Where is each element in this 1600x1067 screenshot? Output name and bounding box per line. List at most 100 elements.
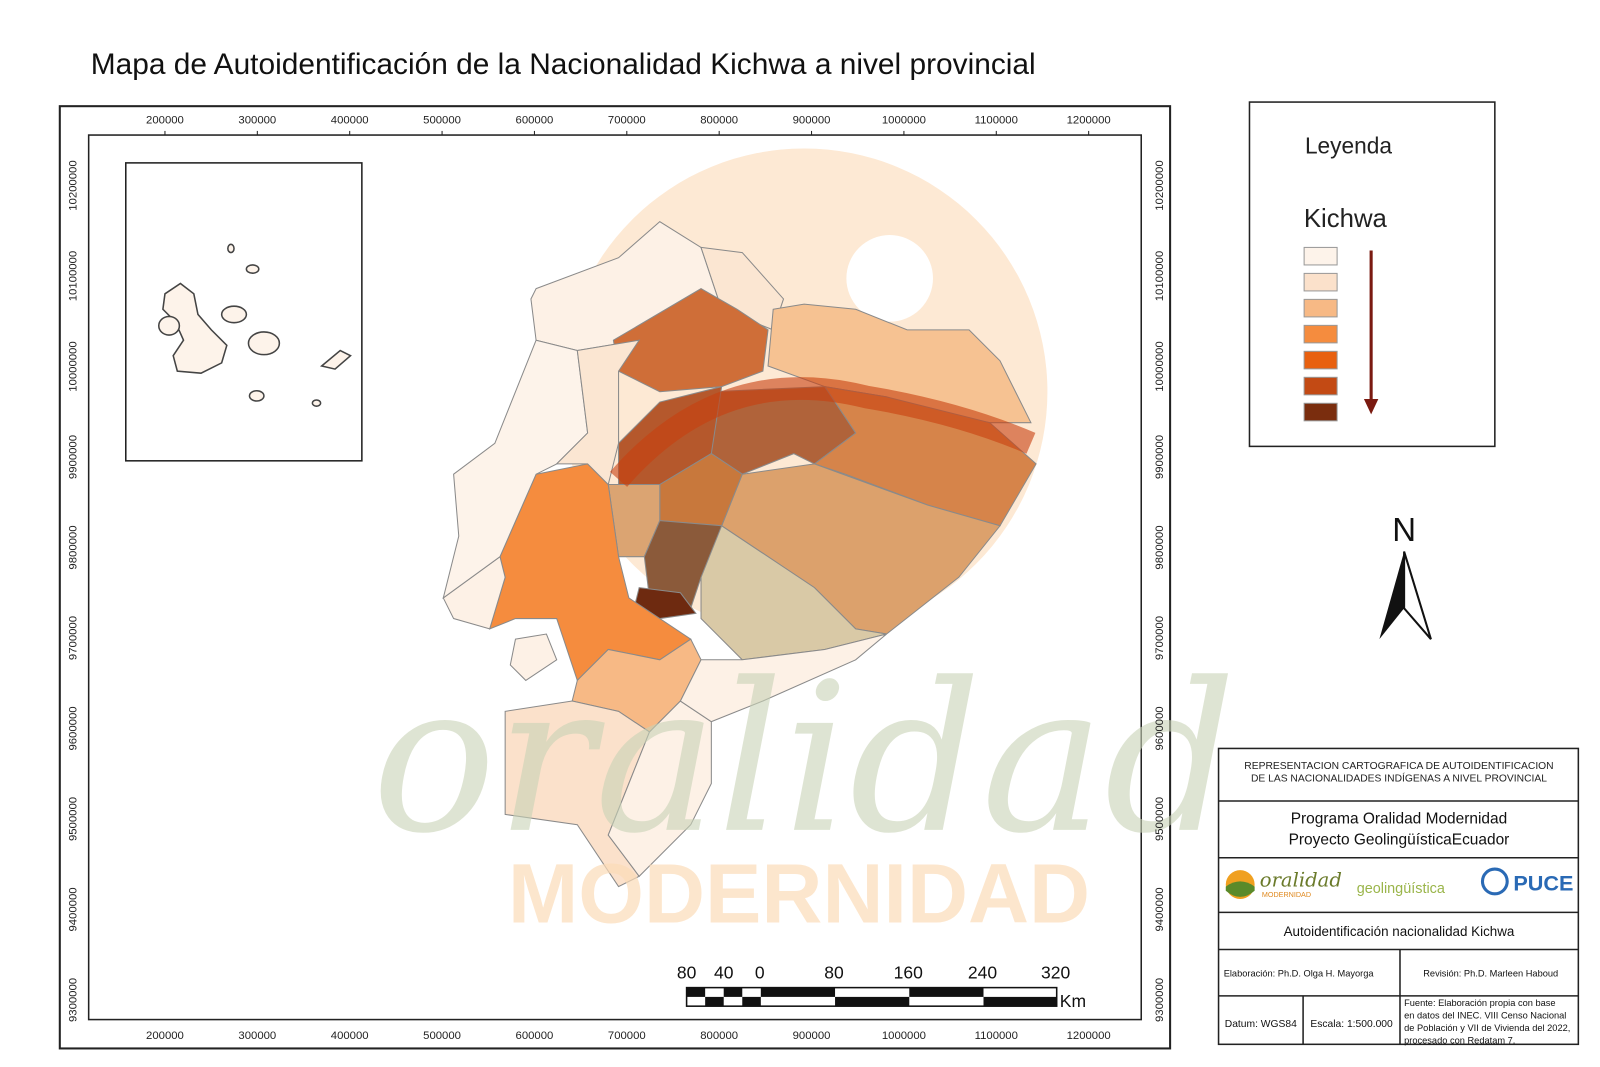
x-coordinate-label: 400000	[331, 1030, 369, 1042]
x-coordinate-label: 1100000	[975, 115, 1018, 127]
x-coordinate-label: 400000	[331, 115, 369, 127]
scale-segment	[705, 996, 724, 1007]
y-coordinate-label: 9900000	[1154, 435, 1166, 479]
legend-swatch	[1303, 246, 1338, 266]
x-coordinate-label: 500000	[423, 115, 461, 127]
x-coordinate-label: 800000	[700, 1030, 738, 1042]
island	[311, 399, 322, 407]
island	[248, 389, 265, 402]
scale-label: 240	[968, 962, 997, 982]
province	[555, 339, 641, 486]
island	[220, 305, 248, 324]
logo-puce: PUCE	[1513, 871, 1573, 896]
scale-segment	[742, 996, 761, 1007]
y-coordinate-label: 9700000	[1154, 616, 1166, 660]
scale-segment	[723, 987, 743, 997]
scale-unit: Km	[1060, 991, 1086, 1011]
x-coordinate-label: 1100000	[975, 1030, 1018, 1042]
info-program: Programa Oralidad Modernidad	[1291, 811, 1507, 828]
y-coordinate-label: 9800000	[1154, 525, 1166, 569]
province	[679, 633, 887, 723]
scale-bar	[685, 986, 1058, 1007]
x-coordinate-label: 600000	[516, 1030, 554, 1042]
info-escala: Escala: 1:500.000	[1310, 1019, 1393, 1030]
x-coordinate-label: 1200000	[1067, 115, 1111, 127]
scale-label: 0	[755, 962, 765, 982]
north-arrow	[1403, 551, 1432, 640]
info-datum: Datum: WGS84	[1225, 1019, 1297, 1030]
info-elaboracion: Elaboración: Ph.D. Olga H. Mayorga	[1224, 968, 1375, 978]
island	[245, 264, 260, 274]
x-coordinate-label: 900000	[793, 115, 831, 127]
x-coordinate-label: 500000	[423, 1030, 461, 1042]
island	[319, 349, 352, 370]
y-coordinate-label: 10200000	[67, 160, 79, 210]
watermark-script: oralidad	[372, 639, 1236, 879]
x-coordinate-label: 700000	[608, 1030, 646, 1042]
y-coordinate-label: 9400000	[1154, 887, 1166, 931]
provinces	[442, 221, 1037, 888]
legend-title: Leyenda	[1305, 133, 1392, 159]
watermark-moon	[846, 235, 933, 322]
y-coordinate-label: 9600000	[1154, 706, 1166, 750]
y-coordinate-label: 9300000	[1154, 978, 1166, 1022]
legend-swatch	[1303, 298, 1338, 318]
x-coordinate-label: 1200000	[1067, 1030, 1111, 1042]
y-coordinate-label: 9900000	[67, 435, 79, 479]
x-coordinate-label: 200000	[146, 1030, 184, 1042]
scale-segment	[983, 996, 1057, 1007]
legend-swatch	[1303, 272, 1338, 292]
legend-swatch	[1303, 402, 1338, 422]
legend-swatch	[1303, 350, 1338, 370]
info-header: REPRESENTACION CARTOGRAFICA DE AUTOIDENT…	[1244, 761, 1553, 772]
island	[227, 243, 235, 254]
x-coordinate-label: 1000000	[882, 1030, 926, 1042]
info-subject: Autoidentificación nacionalidad Kichwa	[1284, 924, 1515, 939]
scale-segment	[909, 987, 984, 997]
info-header: DE LAS NACIONALIDADES INDÍGENAS A NIVEL …	[1251, 771, 1547, 784]
info-fuente: en datos del INEC. VIII Censo Nacional	[1404, 1011, 1566, 1021]
watermark-word: MODERNIDAD	[508, 846, 1090, 941]
legend-arrow-head	[1363, 398, 1379, 415]
province	[700, 525, 887, 661]
y-coordinate-label: 10100000	[1154, 251, 1166, 301]
y-coordinate-label: 10200000	[1154, 160, 1166, 210]
x-coordinate-label: 700000	[608, 115, 646, 127]
x-coordinate-label: 800000	[700, 115, 738, 127]
info-revision: Revisión: Ph.D. Marleen Haboud	[1423, 968, 1558, 978]
y-coordinate-label: 9500000	[1154, 797, 1166, 841]
x-coordinate-label: 300000	[238, 1030, 276, 1042]
logo-icon	[1480, 867, 1509, 896]
scale-segment	[686, 987, 706, 997]
y-coordinate-label: 9700000	[67, 616, 79, 660]
info-frame	[1217, 747, 1580, 1046]
scale-label: 320	[1041, 962, 1070, 982]
logo-oralidad: oralidad	[1260, 869, 1342, 892]
map-title: Mapa de Autoidentificación de la Naciona…	[91, 48, 1036, 81]
legend-swatch	[1303, 376, 1338, 396]
x-coordinate-label: 300000	[238, 115, 276, 127]
x-coordinate-label: 1000000	[882, 115, 926, 127]
x-coordinate-label: 200000	[146, 115, 184, 127]
y-coordinate-label: 10100000	[67, 251, 79, 301]
scale-label: 160	[894, 962, 923, 982]
y-coordinate-label: 9600000	[67, 706, 79, 750]
y-coordinate-label: 9300000	[67, 978, 79, 1022]
y-coordinate-label: 10000000	[1154, 341, 1166, 391]
logo-modernidad: MODERNIDAD	[1262, 890, 1311, 899]
y-coordinate-label: 9800000	[67, 525, 79, 569]
logo-geo: geolingüística	[1357, 881, 1446, 897]
legend-subtitle: Kichwa	[1304, 205, 1388, 233]
island	[157, 315, 181, 336]
watermark-arc	[610, 377, 1036, 487]
scale-label: 80	[824, 962, 844, 982]
y-coordinate-label: 9400000	[67, 887, 79, 931]
province	[612, 288, 769, 393]
north-arrow	[1379, 551, 1405, 640]
info-fuente: procesado con Redatam 7.	[1404, 1035, 1515, 1045]
scale-label: 80	[677, 962, 697, 982]
logo-icon	[1225, 881, 1255, 897]
north-label: N	[1392, 511, 1416, 548]
